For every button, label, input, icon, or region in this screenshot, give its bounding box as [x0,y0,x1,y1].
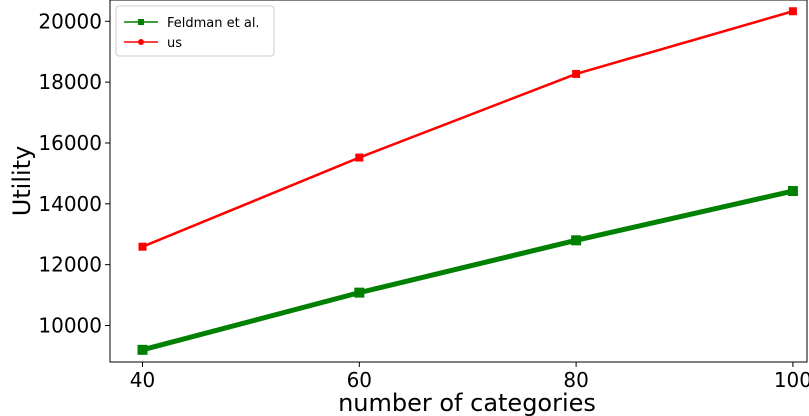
y-tick-label: 18000 [38,70,102,94]
y-axis-title: Utility [8,146,36,217]
series-layer [137,7,798,355]
legend-label-1: us [167,36,182,51]
y-tick-label: 12000 [38,253,102,277]
series-line-0 [141,188,794,353]
x-axis: 40 60 80 100 [130,362,809,392]
x-axis-title: number of categories [338,389,596,416]
legend-box [115,5,275,57]
y-tick-label: 20000 [38,9,102,33]
data-point [572,69,581,78]
data-point [571,235,582,246]
legend-marker-1 [138,39,144,45]
legend-marker-0 [138,19,144,25]
y-axis: 10000 12000 14000 16000 18000 20000 [38,9,110,337]
x-tick-label: 60 [347,368,372,392]
y-tick-label: 10000 [38,313,102,337]
legend: Feldman et al. us [115,5,275,57]
x-tick-label: 40 [130,368,155,392]
data-point [788,7,797,16]
y-tick-label: 14000 [38,192,102,216]
data-point [355,153,364,162]
data-point [137,344,148,355]
y-tick-label: 16000 [38,131,102,155]
data-point [787,186,798,197]
series-line-1 [142,10,794,248]
x-tick-label: 80 [563,368,588,392]
data-point [138,242,147,251]
plot-frame [109,0,808,363]
legend-label-0: Feldman et al. [167,16,260,31]
data-point [354,287,365,298]
x-tick-label: 100 [774,368,809,392]
